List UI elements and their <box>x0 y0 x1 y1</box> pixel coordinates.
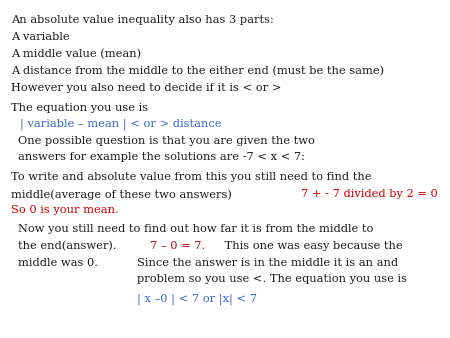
Text: middle(average of these two answers): middle(average of these two answers) <box>11 189 236 200</box>
Text: However you also need to decide if it is < or >: However you also need to decide if it is… <box>11 83 282 93</box>
Text: answers for example the solutions are -7 < x < 7:: answers for example the solutions are -7… <box>18 152 305 162</box>
Text: Since the answer is in the middle it is an and: Since the answer is in the middle it is … <box>137 258 398 268</box>
Text: A middle value (mean): A middle value (mean) <box>11 49 141 59</box>
Text: 7 + - 7 divided by 2 = 0: 7 + - 7 divided by 2 = 0 <box>301 189 438 199</box>
Text: So 0 is your mean.: So 0 is your mean. <box>11 205 119 215</box>
Text: middle was 0.: middle was 0. <box>18 258 98 268</box>
Text: An absolute value inequality also has 3 parts:: An absolute value inequality also has 3 … <box>11 15 274 25</box>
Text: 7 – 0 = 7.: 7 – 0 = 7. <box>150 241 205 251</box>
Text: This one was easy because the: This one was easy because the <box>221 241 403 251</box>
Text: A variable: A variable <box>11 32 70 42</box>
Text: One possible question is that you are given the two: One possible question is that you are gi… <box>18 136 315 146</box>
Text: To write and absolute value from this you still need to find the: To write and absolute value from this yo… <box>11 172 372 183</box>
Text: A distance from the middle to the either end (must be the same): A distance from the middle to the either… <box>11 66 384 76</box>
Text: | variable – mean | < or > distance: | variable – mean | < or > distance <box>20 118 222 130</box>
Text: the end(answer).: the end(answer). <box>18 241 120 251</box>
Text: problem so you use <. The equation you use is: problem so you use <. The equation you u… <box>137 274 407 285</box>
Text: Now you still need to find out how far it is from the middle to: Now you still need to find out how far i… <box>18 224 373 234</box>
Text: The equation you use is: The equation you use is <box>11 103 148 113</box>
Text: | x –0 | < 7 or |x| < 7: | x –0 | < 7 or |x| < 7 <box>137 293 257 305</box>
